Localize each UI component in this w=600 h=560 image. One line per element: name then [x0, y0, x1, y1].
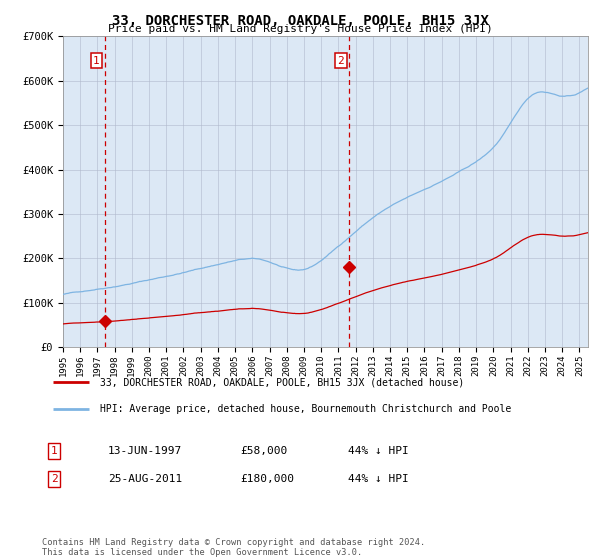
Text: 1: 1: [50, 446, 58, 456]
Text: Contains HM Land Registry data © Crown copyright and database right 2024.
This d: Contains HM Land Registry data © Crown c…: [42, 538, 425, 557]
Text: HPI: Average price, detached house, Bournemouth Christchurch and Poole: HPI: Average price, detached house, Bour…: [100, 404, 511, 414]
Text: 2: 2: [337, 56, 344, 66]
Text: £58,000: £58,000: [240, 446, 287, 456]
Text: 25-AUG-2011: 25-AUG-2011: [108, 474, 182, 484]
Text: Price paid vs. HM Land Registry's House Price Index (HPI): Price paid vs. HM Land Registry's House …: [107, 24, 493, 34]
Text: £180,000: £180,000: [240, 474, 294, 484]
Text: 13-JUN-1997: 13-JUN-1997: [108, 446, 182, 456]
Text: 2: 2: [50, 474, 58, 484]
Text: 44% ↓ HPI: 44% ↓ HPI: [348, 474, 409, 484]
Text: 1: 1: [93, 56, 100, 66]
Text: 44% ↓ HPI: 44% ↓ HPI: [348, 446, 409, 456]
Text: 33, DORCHESTER ROAD, OAKDALE, POOLE, BH15 3JX: 33, DORCHESTER ROAD, OAKDALE, POOLE, BH1…: [112, 14, 488, 28]
Text: 33, DORCHESTER ROAD, OAKDALE, POOLE, BH15 3JX (detached house): 33, DORCHESTER ROAD, OAKDALE, POOLE, BH1…: [100, 377, 464, 388]
